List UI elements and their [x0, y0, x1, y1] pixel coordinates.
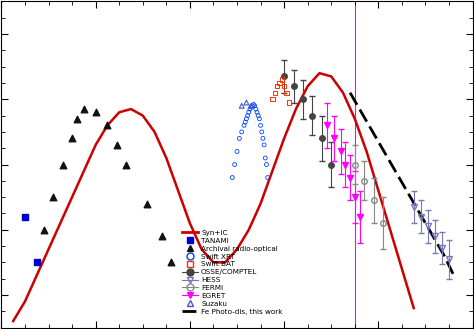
Point [271, 90, 279, 95]
Point [238, 129, 246, 135]
Point [273, 84, 281, 89]
Point [167, 260, 175, 265]
Point [21, 214, 29, 219]
Point [255, 113, 262, 118]
Point [144, 201, 151, 206]
Legend: Syn+IC, TANAMI, Archival radio-optical, Swift XRT, Swift BAT, OSSE/COMPTEL, HESS: Syn+IC, TANAMI, Archival radio-optical, … [179, 227, 285, 317]
Point [259, 136, 267, 141]
Point [113, 142, 120, 148]
Point [92, 110, 100, 115]
Point [245, 110, 253, 115]
Point [68, 136, 76, 141]
Point [246, 106, 254, 112]
Point [158, 234, 165, 239]
Point [263, 162, 270, 167]
Point [49, 194, 57, 200]
Point [258, 129, 265, 135]
Point [59, 162, 66, 167]
Point [231, 162, 238, 167]
Point [236, 136, 243, 141]
Point [122, 162, 130, 167]
Point [233, 149, 241, 154]
Point [264, 175, 272, 180]
Point [104, 123, 111, 128]
Point [262, 155, 269, 161]
Point [228, 175, 236, 180]
Point [251, 103, 258, 109]
Point [73, 116, 81, 121]
Point [275, 80, 283, 86]
Point [243, 116, 250, 121]
Point [280, 84, 288, 89]
Point [240, 123, 248, 128]
Point [80, 106, 88, 112]
Point [247, 103, 255, 109]
Point [283, 90, 290, 95]
Point [241, 119, 249, 125]
Point [285, 100, 292, 105]
Point [255, 116, 263, 121]
Point [243, 100, 250, 105]
Point [278, 77, 285, 82]
Point [253, 110, 261, 115]
Point [260, 142, 268, 148]
Point [250, 102, 257, 107]
Point [269, 97, 276, 102]
Point [40, 227, 47, 232]
Point [257, 123, 264, 128]
Point [248, 103, 256, 109]
Point [33, 260, 40, 265]
Point [252, 106, 260, 112]
Point [247, 104, 255, 110]
Point [238, 103, 246, 109]
Point [244, 113, 251, 118]
